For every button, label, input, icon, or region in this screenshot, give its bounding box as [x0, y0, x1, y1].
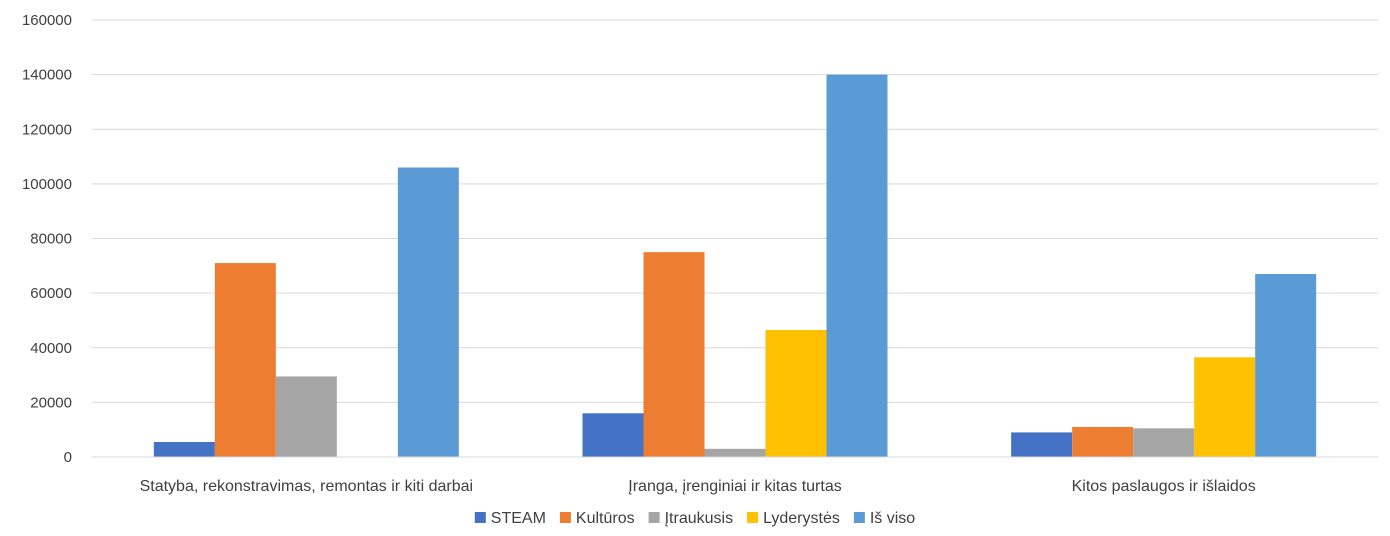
bar-lyderystės-2 [1194, 357, 1256, 457]
y-tick-label: 20000 [30, 394, 72, 411]
y-tick-label: 120000 [22, 121, 72, 138]
bar-steam-2 [1011, 432, 1073, 457]
bar-įtraukusis-1 [704, 448, 766, 457]
y-tick-label: 40000 [30, 340, 72, 357]
y-tick-label: 80000 [30, 231, 72, 248]
legend-label: Lyderystės [763, 510, 840, 527]
bar-iš-viso-2 [1255, 274, 1317, 457]
legend-label: Iš viso [870, 510, 915, 527]
legend-swatch [853, 512, 865, 523]
bars [153, 74, 1317, 458]
bar-iš-viso-1 [826, 74, 888, 457]
bar-iš-viso-0 [397, 167, 459, 458]
y-tick-label: 160000 [22, 12, 72, 29]
y-axis-ticks: 0 20000 40000 60000 80000 100000 120000 140000 1… [22, 12, 72, 466]
bar-steam-0 [153, 441, 215, 457]
bar-kultūros-1 [643, 252, 705, 457]
y-tick-label: 0 [64, 449, 72, 466]
y-tick-label: 60000 [30, 285, 72, 302]
legend-label: Kultūros [576, 510, 635, 527]
category-label: Statyba, rekonstravimas, remontas ir kit… [140, 478, 473, 495]
bar-kultūros-0 [214, 263, 276, 457]
category-label: Įranga, įrenginiai ir kitas turtas [628, 478, 841, 495]
legend-item-iš-viso: Iš viso [853, 510, 915, 527]
category-labels: Statyba, rekonstravimas, remontas ir kit… [140, 478, 1256, 495]
bar-įtraukusis-0 [275, 376, 337, 457]
y-tick-label: 140000 [22, 67, 72, 84]
bar-steam-1 [582, 413, 644, 457]
legend-swatch [474, 512, 486, 523]
legend-label: Įtraukusis [665, 510, 733, 527]
legend-swatch [747, 512, 759, 523]
gridlines [92, 19, 1378, 403]
bar-kultūros-2 [1072, 426, 1134, 457]
legend-item-lyderystės: Lyderystės [747, 510, 840, 527]
bar-lyderystės-1 [765, 329, 827, 457]
legend-item-įtraukusis: Įtraukusis [648, 510, 733, 527]
legend: STEAM Kultūros Įtraukusis Lyderystės Iš viso [474, 510, 915, 527]
legend-item-steam: STEAM [474, 510, 546, 527]
legend-swatch [559, 512, 571, 523]
legend-label: STEAM [491, 510, 546, 527]
legend-item-kultūros: Kultūros [559, 510, 635, 527]
bar-įtraukusis-2 [1133, 428, 1195, 457]
legend-swatch [648, 512, 660, 523]
y-tick-label: 100000 [22, 176, 72, 193]
category-label: Kitos paslaugos ir išlaidos [1072, 478, 1256, 495]
